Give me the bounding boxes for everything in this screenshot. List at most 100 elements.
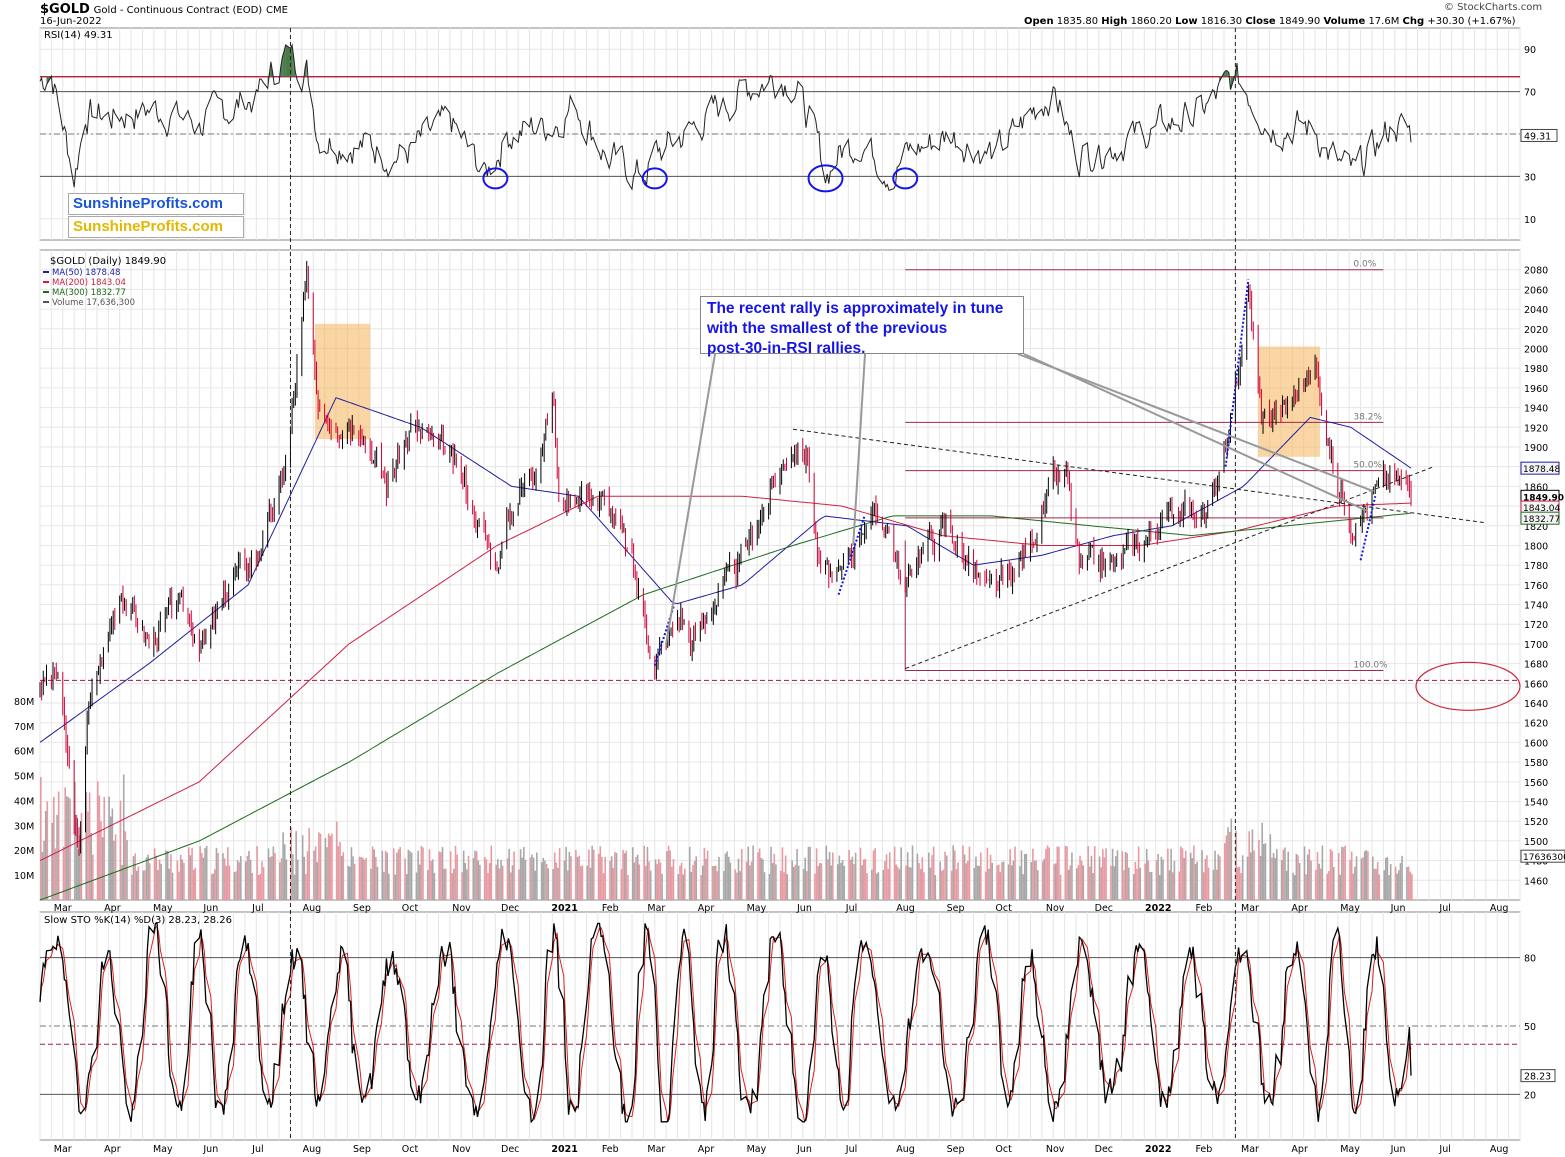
- volume-bar: [706, 850, 709, 900]
- volume-bar: [438, 851, 441, 900]
- volume-bar: [1056, 846, 1059, 900]
- header-ohlc: Open 1835.80 High 1860.20 Low 1816.30 Cl…: [1024, 16, 1515, 27]
- volume-bar: [235, 871, 237, 900]
- volume-bar: [248, 850, 250, 900]
- volume-bar: [69, 798, 71, 900]
- volume-bar: [739, 871, 741, 900]
- volume-bar: [131, 874, 133, 900]
- volume-bar: [409, 851, 411, 900]
- volume-bar: [1053, 864, 1055, 900]
- volume-bar: [911, 845, 914, 900]
- volume-bar: [827, 859, 829, 900]
- volume-bar: [488, 862, 491, 900]
- price-tick-label: 1780: [1524, 561, 1548, 572]
- volume-bar: [1318, 863, 1320, 900]
- x-tick-label: Aug: [896, 903, 915, 914]
- x-tick-label: Sep: [947, 1144, 965, 1155]
- volume-bar: [1409, 871, 1412, 900]
- volume-bar: [386, 852, 389, 900]
- volume-bar: [1155, 860, 1158, 900]
- volume-bar: [1167, 848, 1169, 900]
- rsi-low-circle: [892, 167, 919, 190]
- volume-bar: [679, 865, 681, 900]
- volume-bar: [261, 861, 263, 900]
- volume-bar: [749, 865, 751, 900]
- volume-bar: [358, 856, 361, 900]
- x-tick-label: Dec: [501, 1144, 519, 1155]
- volume-bar: [168, 868, 171, 900]
- volume-bar: [74, 781, 76, 900]
- trendline-upper: [792, 428, 1486, 524]
- volume-bar: [62, 846, 65, 900]
- volume-bar: [290, 827, 293, 900]
- volume-bar: [64, 787, 66, 900]
- volume-bar: [479, 864, 481, 900]
- volume-bar: [233, 872, 236, 900]
- volume-bar: [916, 853, 919, 900]
- volume-bar: [170, 854, 172, 900]
- price-tick-label: 1900: [1524, 443, 1548, 454]
- volume-bar: [532, 857, 535, 900]
- volume-bar: [1331, 850, 1333, 900]
- sto-tick-label: 20: [1524, 1090, 1536, 1101]
- volume-bar: [124, 831, 127, 900]
- volume-bar: [932, 846, 935, 900]
- volume-bar: [293, 874, 296, 900]
- header-title: $GOLD Gold - Continuous Contract (EOD) C…: [40, 2, 288, 17]
- ma-line-ma200: [39, 495, 1411, 862]
- volume-bar: [1263, 843, 1265, 900]
- volume-bar: [666, 851, 668, 900]
- volume-bar: [1064, 845, 1067, 900]
- volume-bar: [251, 873, 254, 900]
- x-tick-label: Oct: [402, 1144, 419, 1155]
- volume-value: 17.6M: [1368, 16, 1400, 27]
- volume-bar: [1339, 874, 1342, 900]
- chg-label: Chg: [1402, 16, 1425, 27]
- volume-bar: [431, 859, 434, 900]
- volume-bar: [939, 861, 941, 900]
- volume-bar: [1036, 870, 1039, 900]
- sto-tick-label: 80: [1524, 954, 1536, 965]
- volume-bar: [415, 872, 418, 900]
- volume-bar: [659, 862, 662, 900]
- x-tick-label: Feb: [602, 1144, 619, 1155]
- volume-bar: [866, 873, 868, 900]
- price-title: $GOLD (Daily) 1849.90: [50, 256, 166, 267]
- volume-bar: [1033, 860, 1036, 900]
- volume-bar: [1406, 867, 1408, 900]
- rsi-overbought-fill: [285, 44, 291, 77]
- volume-bar: [1009, 849, 1011, 900]
- x-tick-label: 2022: [1145, 903, 1171, 914]
- volume-bar: [1171, 872, 1174, 900]
- volume-bar: [783, 872, 785, 900]
- volume-bar: [210, 874, 213, 900]
- volume-bar: [758, 848, 761, 900]
- volume-bar: [1090, 855, 1093, 900]
- highlight-box: [1258, 346, 1320, 457]
- volume-bar: [1212, 869, 1215, 900]
- price-tick-label: 1860: [1524, 482, 1548, 493]
- volume-bar: [843, 865, 846, 900]
- volume-bar: [1344, 845, 1346, 900]
- volume-bar: [183, 862, 185, 900]
- volume-bar: [1019, 866, 1021, 900]
- volume-bar: [615, 852, 618, 900]
- volume-bar: [952, 845, 954, 900]
- volume-bar: [729, 862, 732, 900]
- volume-bar: [723, 871, 725, 900]
- volume-bar: [407, 849, 410, 900]
- volume-bar: [392, 848, 395, 900]
- volume-bar: [793, 867, 795, 900]
- volume-bar: [215, 847, 218, 900]
- volume-tick-label: 30M: [14, 821, 34, 832]
- volume-bar: [1401, 855, 1403, 900]
- volume-bar: [1139, 867, 1142, 900]
- volume-bar: [1386, 857, 1389, 900]
- volume-bar: [558, 848, 561, 900]
- volume-bar: [113, 840, 115, 900]
- volume-bar: [485, 859, 488, 900]
- volume-bar: [1144, 863, 1146, 900]
- volume-bar: [984, 871, 987, 900]
- volume-bar: [817, 865, 820, 900]
- volume-bar: [807, 846, 810, 900]
